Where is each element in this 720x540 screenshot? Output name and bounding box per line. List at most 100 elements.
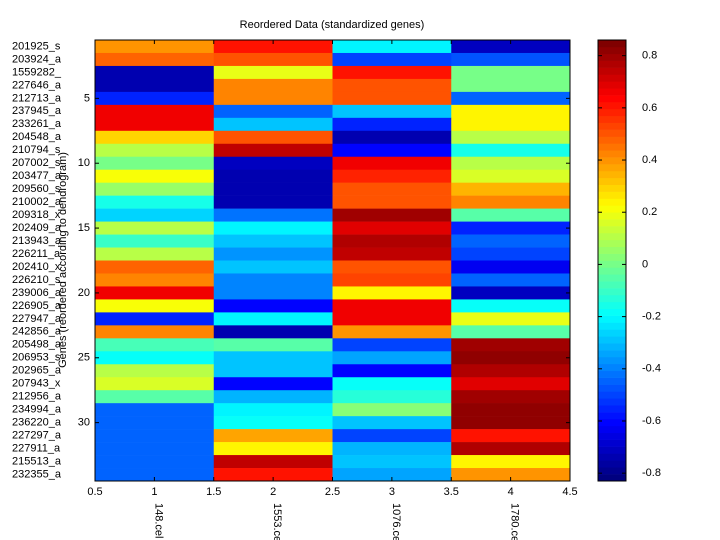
heatmap-cell (332, 221, 452, 235)
heatmap-cell (332, 208, 452, 222)
heatmap-cell (95, 299, 215, 313)
heatmap-cell (451, 195, 571, 209)
row-label: 202409_a (12, 222, 62, 234)
x-tick-label: 0.5 (87, 486, 102, 498)
heatmap-cell (95, 234, 215, 248)
row-label: 227297_a (12, 430, 62, 442)
heatmap-cell (451, 169, 571, 183)
heatmap-cell (95, 403, 215, 417)
y-tick-label: 30 (78, 417, 90, 429)
heatmap-cell (332, 195, 452, 209)
heatmap-cell (95, 351, 215, 365)
x-tick-label: 3.5 (444, 486, 459, 498)
colorbar-segment (598, 212, 626, 220)
heatmap-cell (451, 117, 571, 132)
heatmap-cell (332, 325, 452, 339)
heatmap-cell (95, 325, 215, 339)
colorbar-segment (598, 446, 626, 454)
heatmap-cell (95, 273, 215, 287)
row-label: 227947_a (12, 313, 62, 325)
heatmap-cell (95, 104, 215, 119)
heatmap-cell (451, 234, 571, 248)
heatmap-cell (213, 234, 333, 248)
heatmap-cell (332, 286, 452, 300)
heatmap-cell (213, 390, 333, 404)
x-tick-label: 2 (270, 486, 276, 498)
heatmap-cell (451, 325, 571, 339)
colorbar-segment (598, 260, 626, 268)
heatmap-cell (213, 325, 333, 339)
heatmap-cell (332, 78, 452, 93)
colorbar-segment (598, 384, 626, 392)
row-label: 209318_x (12, 209, 61, 221)
y-tick-label: 15 (78, 222, 90, 234)
colorbar-segment (598, 370, 626, 378)
heatmap-cell (332, 260, 452, 274)
heatmap-cell (213, 429, 333, 443)
heatmap-cell (95, 40, 215, 54)
heatmap-cell (213, 468, 333, 482)
colorbar-segment (598, 274, 626, 282)
row-label: 204548_a (12, 131, 62, 143)
colorbar-segment (598, 102, 626, 110)
heatmap-cell (332, 104, 452, 119)
heatmap-cell (95, 312, 215, 326)
heatmap-cell (451, 156, 571, 171)
heatmap-cell (95, 91, 215, 106)
heatmap-cell (213, 143, 333, 158)
heatmap-cell (451, 260, 571, 274)
heatmap-cell (213, 52, 333, 67)
row-label: 234994_a (12, 404, 62, 416)
colorbar-segment (598, 336, 626, 344)
heatmap-cell (451, 40, 571, 54)
colorbar-segment (598, 391, 626, 399)
heatmap-cell (213, 208, 333, 222)
row-label: 226905_a (12, 300, 62, 312)
colorbar-segment (598, 281, 626, 289)
heatmap-cell (95, 377, 215, 391)
heatmap-cell (451, 390, 571, 404)
colorbar-segment (598, 191, 626, 199)
x-tick-label: 4 (508, 486, 514, 498)
heatmap-cell (332, 234, 452, 248)
heatmap-cell (95, 65, 215, 80)
heatmap-cell (213, 130, 333, 145)
heatmap-cell (451, 468, 571, 482)
heatmap-cell (332, 52, 452, 67)
heatmap-cell (95, 429, 215, 443)
colorbar-segment (598, 425, 626, 434)
colorbar-segment (598, 294, 626, 303)
heatmap-cell (332, 338, 452, 352)
row-label: 1559282_ (12, 66, 62, 78)
heatmap-cell (332, 40, 452, 54)
row-label: 213943_a (12, 235, 62, 247)
colorbar-segment (598, 184, 626, 192)
heatmap-cell (332, 429, 452, 443)
heatmap-cell (95, 468, 215, 482)
heatmap-cell (213, 91, 333, 106)
heatmap-cell (213, 455, 333, 469)
heatmap-cell (95, 455, 215, 469)
heatmap-cell (332, 442, 452, 456)
colorbar-segment (598, 363, 626, 372)
heatmap-cell (451, 52, 571, 67)
heatmap-cell (451, 299, 571, 313)
colorbar-tick-label: 0.8 (642, 50, 657, 62)
chart-title: Reordered Data (standardized genes) (240, 19, 425, 31)
colorbar-tick-label: 0 (642, 258, 648, 270)
row-label: 226211_a (12, 248, 61, 260)
heatmap-cell (332, 312, 452, 326)
colorbar-segment (598, 246, 626, 254)
colorbar-tick-label: 0.2 (642, 206, 657, 218)
colorbar-segment (598, 329, 626, 337)
heatmap-cell (332, 403, 452, 417)
heatmap-cell (95, 117, 215, 132)
colorbar-segment (598, 198, 626, 206)
colorbar-segment (598, 453, 626, 461)
colorbar-segment (598, 398, 626, 406)
colorbar-segment (598, 239, 626, 248)
heatmap-cell (95, 221, 215, 235)
heatmap-cell (451, 104, 571, 119)
heatmap-cell (213, 65, 333, 80)
colorbar-segment (598, 40, 626, 48)
